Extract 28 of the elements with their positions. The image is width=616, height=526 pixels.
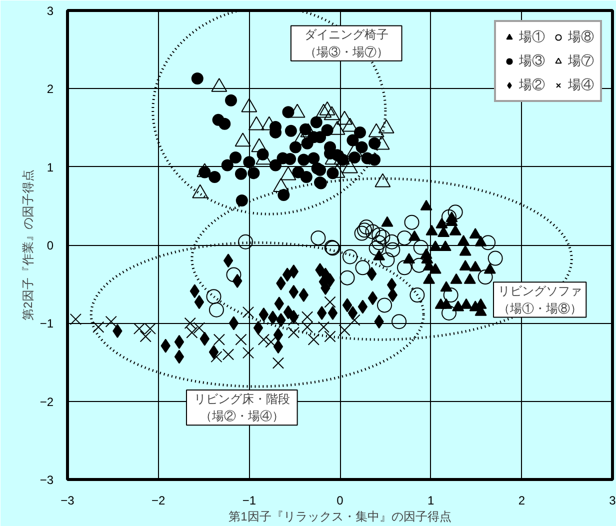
y-tick-label: −1	[40, 316, 54, 331]
annotation: （場③・場⑦）	[304, 44, 388, 59]
x-axis-title: 第1因子『リラックス・集中』の因子得点	[228, 510, 452, 524]
legend-label: 場③	[519, 52, 545, 70]
legend-label: 場②	[519, 76, 545, 94]
legend-label: 場⑧	[568, 28, 594, 46]
y-tick-label: 1	[46, 160, 54, 174]
x-tick-label: −2	[151, 494, 166, 508]
annotation: （場①・場⑧）	[498, 301, 582, 316]
y-tick-label: −2	[40, 394, 54, 409]
x-tick-label: 0	[336, 494, 344, 508]
y-tick-label: 3	[46, 4, 54, 18]
y-axis-title: 第2因子『作業』の因子得点	[20, 170, 35, 320]
y-tick-label: −3	[40, 473, 54, 487]
annotation: リビングソファ	[498, 284, 582, 298]
legend-label: 場①	[519, 28, 545, 46]
legend-label: 場⑦	[568, 52, 594, 70]
y-tick-label: 2	[46, 82, 54, 96]
x-tick-label: 1	[427, 494, 434, 508]
annotation: （場②・場④）	[200, 409, 284, 424]
x-tick-label: 3	[609, 494, 616, 508]
x-tick-label: −1	[242, 494, 256, 508]
legend-label: 場④	[568, 76, 594, 94]
y-tick-label: 0	[46, 238, 54, 252]
annotation: リビング床・階段	[194, 392, 290, 406]
x-tick-label: 2	[518, 494, 526, 508]
x-tick-label: −3	[60, 494, 75, 508]
annotation: ダイニング椅子	[304, 28, 388, 42]
